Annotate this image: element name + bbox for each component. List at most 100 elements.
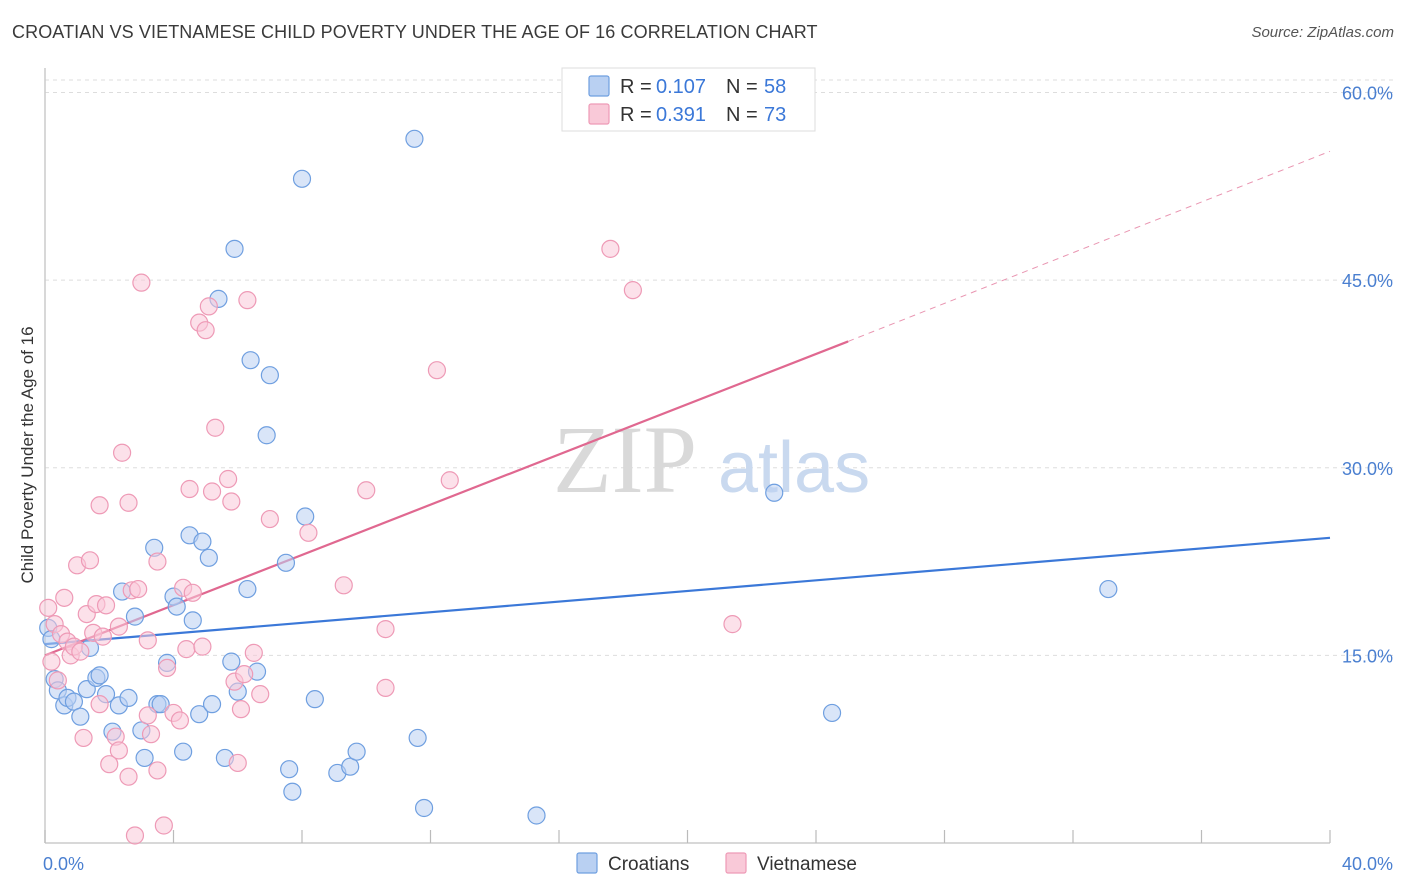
point-croatians-50: [341, 757, 360, 776]
point-vietnamese-35: [148, 552, 167, 571]
point-vietnamese-20: [100, 755, 119, 774]
y-tick-labels: 15.0% 30.0% 45.0% 60.0%: [1342, 84, 1393, 667]
point-vietnamese-67: [601, 239, 620, 258]
point-vietnamese-57: [244, 643, 263, 662]
point-vietnamese-47: [199, 297, 218, 316]
point-croatians-29: [190, 705, 209, 724]
point-croatians-38: [238, 579, 257, 599]
x-tick-labels: 0.0% 40.0%: [43, 854, 1393, 874]
point-croatians-7: [71, 707, 90, 726]
data-points: [39, 129, 1118, 845]
point-croatians-19: [135, 748, 154, 768]
point-vietnamese-17: [90, 496, 109, 515]
point-croatians-32: [202, 695, 222, 714]
point-croatians-42: [260, 366, 279, 385]
point-vietnamese-49: [206, 418, 225, 437]
point-croatians-47: [296, 507, 315, 526]
point-vietnamese-16: [90, 695, 109, 714]
point-vietnamese-63: [376, 620, 395, 639]
point-vietnamese-43: [183, 583, 202, 602]
point-vietnamese-18: [93, 627, 112, 646]
point-vietnamese-54: [231, 700, 251, 719]
legend-r-label-vietnamese: R =: [620, 104, 657, 126]
bottom-legend: Croatians Vietnamese: [576, 852, 857, 875]
point-croatians-51: [347, 742, 366, 761]
x-tick-label-1: 40.0%: [1342, 854, 1393, 874]
point-vietnamese-48: [202, 482, 222, 501]
legend-n-value-vietnamese: 73: [764, 104, 786, 126]
legend-n-label-vietnamese: N =: [726, 104, 763, 126]
point-croatians-35: [222, 652, 241, 671]
axes: [44, 68, 1331, 844]
x-tick-label-0: 0.0%: [43, 854, 84, 874]
y-axis-label: Child Poverty Under the Age of 16: [18, 326, 37, 583]
point-vietnamese-41: [177, 640, 196, 659]
legend: R = 0.107 N = 58 R = 0.391 N = 73: [561, 67, 816, 132]
point-croatians-52: [405, 129, 424, 148]
point-croatians-30: [193, 532, 212, 551]
point-vietnamese-29: [129, 579, 148, 599]
point-vietnamese-42: [180, 479, 199, 499]
bottom-legend-swatch-croatians: [576, 852, 598, 874]
trend-lines: [44, 150, 1331, 657]
point-vietnamese-26: [119, 767, 138, 786]
point-vietnamese-58: [251, 685, 270, 704]
y-tick-label-0: 15.0%: [1342, 646, 1393, 666]
point-vietnamese-34: [148, 761, 167, 780]
y-tick-label-3: 60.0%: [1342, 84, 1393, 104]
point-croatians-11: [90, 666, 109, 685]
point-vietnamese-24: [112, 443, 132, 462]
bottom-legend-label-croatians: Croatians: [608, 854, 689, 875]
point-vietnamese-61: [334, 576, 353, 595]
point-vietnamese-65: [427, 361, 447, 380]
point-vietnamese-3: [48, 671, 67, 690]
point-vietnamese-22: [109, 617, 128, 636]
point-vietnamese-30: [132, 273, 151, 292]
point-vietnamese-68: [623, 281, 642, 300]
point-vietnamese-59: [260, 509, 279, 529]
y-tick-label-2: 45.0%: [1342, 271, 1393, 291]
point-croatians-57: [822, 703, 842, 723]
point-vietnamese-51: [222, 492, 241, 511]
point-vietnamese-11: [74, 728, 93, 748]
legend-r-label-croatians: R =: [620, 76, 657, 98]
point-croatians-41: [257, 426, 276, 445]
chart-title: CROATIAN VS VIETNAMESE CHILD POVERTY UND…: [12, 22, 818, 42]
point-croatians-28: [183, 611, 202, 630]
point-vietnamese-55: [235, 665, 254, 684]
point-vietnamese-64: [376, 678, 395, 697]
point-vietnamese-19: [96, 596, 116, 615]
point-vietnamese-45: [193, 637, 212, 656]
bottom-legend-label-vietnamese: Vietnamese: [757, 854, 857, 875]
point-vietnamese-46: [196, 321, 215, 340]
point-croatians-17: [125, 607, 145, 626]
point-vietnamese-50: [219, 469, 238, 489]
point-vietnamese-36: [154, 816, 173, 835]
point-croatians-53: [408, 728, 427, 748]
y-tick-label-1: 30.0%: [1342, 459, 1393, 479]
point-croatians-58: [1099, 579, 1118, 599]
point-croatians-6: [64, 692, 84, 711]
bottom-legend-swatch-vietnamese: [725, 852, 747, 874]
legend-swatch-croatians: [588, 75, 610, 97]
legend-n-label-croatians: N =: [726, 76, 763, 98]
trend-line-croatians: [44, 536, 1331, 646]
watermark-zip: ZIP: [553, 406, 697, 513]
point-vietnamese-53: [228, 753, 247, 773]
point-croatians-16: [119, 688, 138, 708]
point-vietnamese-56: [238, 291, 257, 310]
point-vietnamese-69: [723, 615, 742, 634]
point-croatians-45: [283, 782, 302, 801]
point-vietnamese-66: [440, 471, 459, 490]
point-vietnamese-5: [55, 588, 74, 607]
point-croatians-55: [527, 806, 546, 825]
point-vietnamese-60: [299, 523, 318, 542]
legend-r-value-vietnamese: 0.391: [656, 104, 706, 126]
point-vietnamese-10: [71, 642, 90, 661]
point-croatians-39: [241, 351, 260, 370]
point-croatians-36: [225, 239, 244, 258]
point-croatians-43: [276, 553, 296, 572]
point-vietnamese-25: [119, 493, 138, 512]
source-label: Source: ZipAtlas.com: [1251, 24, 1394, 41]
point-croatians-26: [174, 742, 193, 761]
